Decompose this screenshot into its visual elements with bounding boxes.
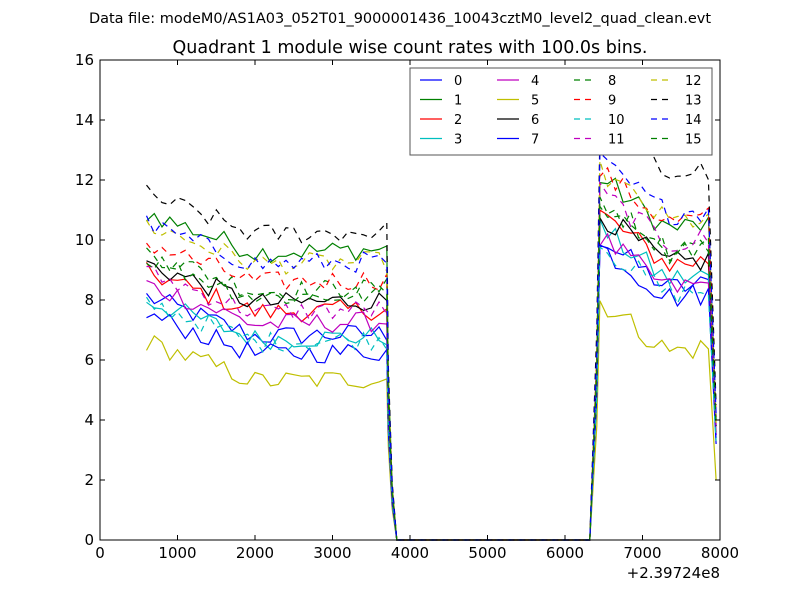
x-tick-label: 5000: [468, 544, 506, 562]
legend-label-14: 14: [685, 113, 702, 128]
y-tick-label: 0: [84, 531, 94, 549]
series-line-0: [146, 245, 717, 541]
legend-label-5: 5: [531, 94, 539, 109]
legend-label-1: 1: [454, 94, 462, 109]
y-tick-label: 2: [84, 471, 94, 489]
legend-label-15: 15: [685, 133, 702, 148]
series-line-2: [145, 209, 717, 541]
series-line-9: [146, 166, 717, 541]
legend-label-3: 3: [454, 133, 462, 148]
series-line-5: [145, 300, 717, 541]
x-tick-label: 3000: [313, 544, 351, 562]
x-tick-label: 1000: [158, 544, 196, 562]
series-line-1: [146, 177, 717, 541]
series-line-12: [145, 160, 717, 541]
legend-label-0: 0: [454, 74, 462, 89]
legend-label-9: 9: [608, 94, 616, 109]
series-line-14: [145, 151, 717, 541]
x-tick-label: 7000: [623, 544, 661, 562]
ticks-layer: 0 1000 2000 3000 4000 5000 6000 7000 80000246810…: [75, 51, 739, 562]
series-line-10: [145, 245, 717, 541]
y-tick-label: 16: [75, 51, 94, 69]
x-tick-label: 0: [95, 544, 105, 562]
x-offset-label: +2.39724e8: [627, 564, 720, 582]
legend-label-8: 8: [608, 74, 616, 89]
legend-label-2: 2: [454, 113, 462, 128]
x-tick-label: 2000: [236, 544, 274, 562]
legend-label-4: 4: [531, 74, 539, 89]
series-line-11: [146, 180, 717, 541]
y-tick-label: 4: [84, 411, 94, 429]
y-tick-label: 12: [75, 171, 94, 189]
x-tick-label: 8000: [701, 544, 739, 562]
legend-label-6: 6: [531, 113, 539, 128]
legend-frame: [409, 67, 713, 156]
chart-title: Quadrant 1 module wise count rates with …: [173, 38, 648, 58]
legend-label-10: 10: [608, 113, 625, 128]
legend-label-7: 7: [531, 133, 539, 148]
y-tick-label: 6: [84, 351, 94, 369]
legend-label-12: 12: [685, 74, 702, 89]
legend-label-11: 11: [608, 133, 625, 148]
x-tick-label: 6000: [546, 544, 584, 562]
y-tick-label: 8: [84, 291, 94, 309]
y-tick-label: 10: [75, 231, 94, 249]
y-tick-label: 14: [75, 111, 94, 129]
series-line-6: [146, 215, 717, 541]
series-line-7: [146, 244, 717, 541]
series-line-4: [146, 232, 717, 541]
series-layer: [145, 124, 717, 541]
legend-label-13: 13: [685, 94, 702, 109]
series-line-15: [146, 196, 717, 541]
figure-suptitle: Data file: modeM0/AS1A03_052T01_90000014…: [89, 11, 711, 27]
x-tick-label: 4000: [391, 544, 429, 562]
series-line-8: [146, 204, 717, 541]
